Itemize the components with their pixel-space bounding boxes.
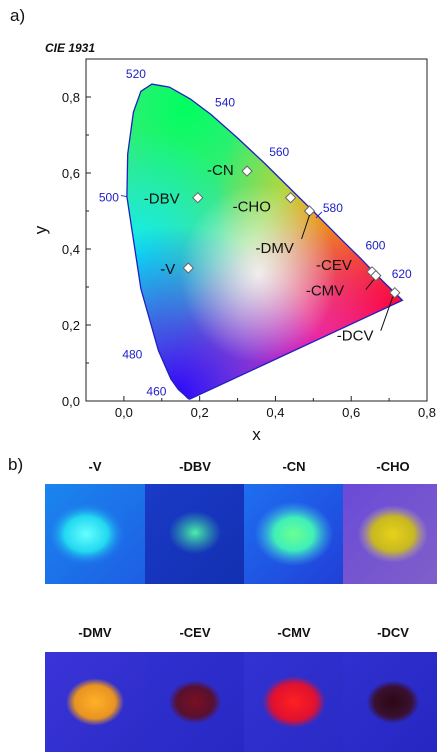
- panel-a-label: a): [10, 6, 26, 25]
- powder-sample: [349, 666, 437, 738]
- photo-label: -DCV: [377, 625, 409, 640]
- data-point-leader: [365, 279, 375, 290]
- photo-label: -CN: [282, 459, 306, 474]
- photo-label: -V: [88, 459, 102, 474]
- data-point-marker: [192, 191, 204, 204]
- x-tick-label: 0,8: [418, 405, 436, 420]
- photo-label: -DMV: [78, 625, 112, 640]
- powder-sample: [151, 666, 239, 738]
- powder-glow: [250, 498, 338, 570]
- photo-label: -CMV: [277, 625, 311, 640]
- data-point-label: -CHO: [233, 199, 271, 216]
- wavelength-label: 520: [126, 67, 146, 81]
- sample-photo: [145, 652, 245, 752]
- powder-glow: [51, 498, 139, 570]
- data-point-leader: [301, 214, 311, 240]
- wavelength-leader: [315, 211, 323, 219]
- y-tick-label: 0,6: [62, 166, 80, 181]
- powder-glow: [349, 498, 437, 570]
- sample-photo: [244, 484, 344, 584]
- powder-sample: [250, 498, 338, 570]
- cie-chromaticity-chart: CIE 1931 0,0 0,2 0,4 0,6 0,80,00,20,40,60,8 …: [31, 41, 436, 444]
- chart-title: CIE 1931: [45, 41, 95, 55]
- powder-glow: [51, 666, 139, 738]
- wavelength-label: 600: [365, 238, 385, 252]
- wavelength-label: 500: [99, 191, 119, 205]
- data-point-label: -CN: [207, 162, 234, 179]
- sample-photo: [244, 652, 344, 752]
- powder-sample: [51, 498, 139, 570]
- data-point-label: -DBV: [144, 191, 180, 208]
- sample-photo: [45, 652, 145, 752]
- data-point-label: -CMV: [306, 283, 344, 300]
- photo-label: -CEV: [179, 625, 211, 640]
- powder-sample: [349, 498, 437, 570]
- sample-photo: [343, 652, 437, 752]
- powder-glow: [151, 666, 239, 738]
- powder-glow: [349, 666, 437, 738]
- y-axis-label: y: [31, 225, 50, 234]
- plot-frame: [85, 58, 428, 402]
- data-point-leader: [380, 296, 394, 331]
- wavelength-leader: [120, 195, 128, 198]
- x-axis-label: x: [252, 425, 261, 444]
- x-tick-label: 0,4: [266, 405, 284, 420]
- x-tick-label: 0,2: [191, 405, 209, 420]
- data-point-marker: [284, 191, 297, 204]
- y-tick-label: 0,2: [62, 318, 80, 333]
- data-point-label: -V: [160, 261, 175, 278]
- y-tick-label: 0,4: [62, 242, 80, 257]
- x-tick-label: 0,0: [115, 405, 133, 420]
- y-tick-label: 0,8: [62, 90, 80, 105]
- x-tick-label: 0,6: [342, 405, 360, 420]
- powder-sample: [250, 666, 338, 738]
- wavelength-label: 540: [215, 95, 235, 109]
- powder-sample: [151, 498, 239, 570]
- panel-b-label: b): [8, 455, 24, 474]
- wavelength-label: 580: [323, 201, 343, 215]
- wavelength-label: 480: [122, 347, 142, 361]
- sample-photo: [145, 484, 245, 584]
- y-tick-label: 0,0: [62, 394, 80, 409]
- data-point-marker: [182, 262, 195, 274]
- sample-photo: [343, 484, 437, 584]
- data-point-marker: [389, 286, 401, 299]
- powder-glow: [250, 666, 338, 738]
- data-point-label: -DCV: [337, 328, 374, 345]
- wavelength-label: 460: [146, 385, 166, 399]
- wavelength-label: 620: [392, 267, 412, 281]
- data-point-label: -DMV: [256, 240, 294, 257]
- data-point-marker: [241, 165, 253, 177]
- wavelength-label: 560: [269, 145, 289, 159]
- data-point-marker: [370, 269, 382, 282]
- photo-label: -CHO: [376, 459, 410, 474]
- powder-glow: [151, 498, 239, 570]
- sample-photo: [45, 484, 145, 584]
- powder-sample: [51, 666, 139, 738]
- data-point-label: -CEV: [316, 257, 352, 274]
- photo-label: -DBV: [179, 459, 211, 474]
